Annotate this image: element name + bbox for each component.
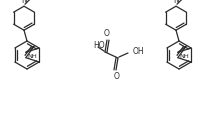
Text: NH: NH [179, 54, 189, 59]
Text: N: N [173, 0, 179, 5]
Text: NH: NH [27, 54, 37, 59]
Text: O: O [104, 29, 110, 38]
Text: N: N [21, 0, 27, 5]
Text: OH: OH [133, 47, 145, 56]
Text: O: O [114, 72, 120, 81]
Text: HO: HO [93, 41, 105, 51]
